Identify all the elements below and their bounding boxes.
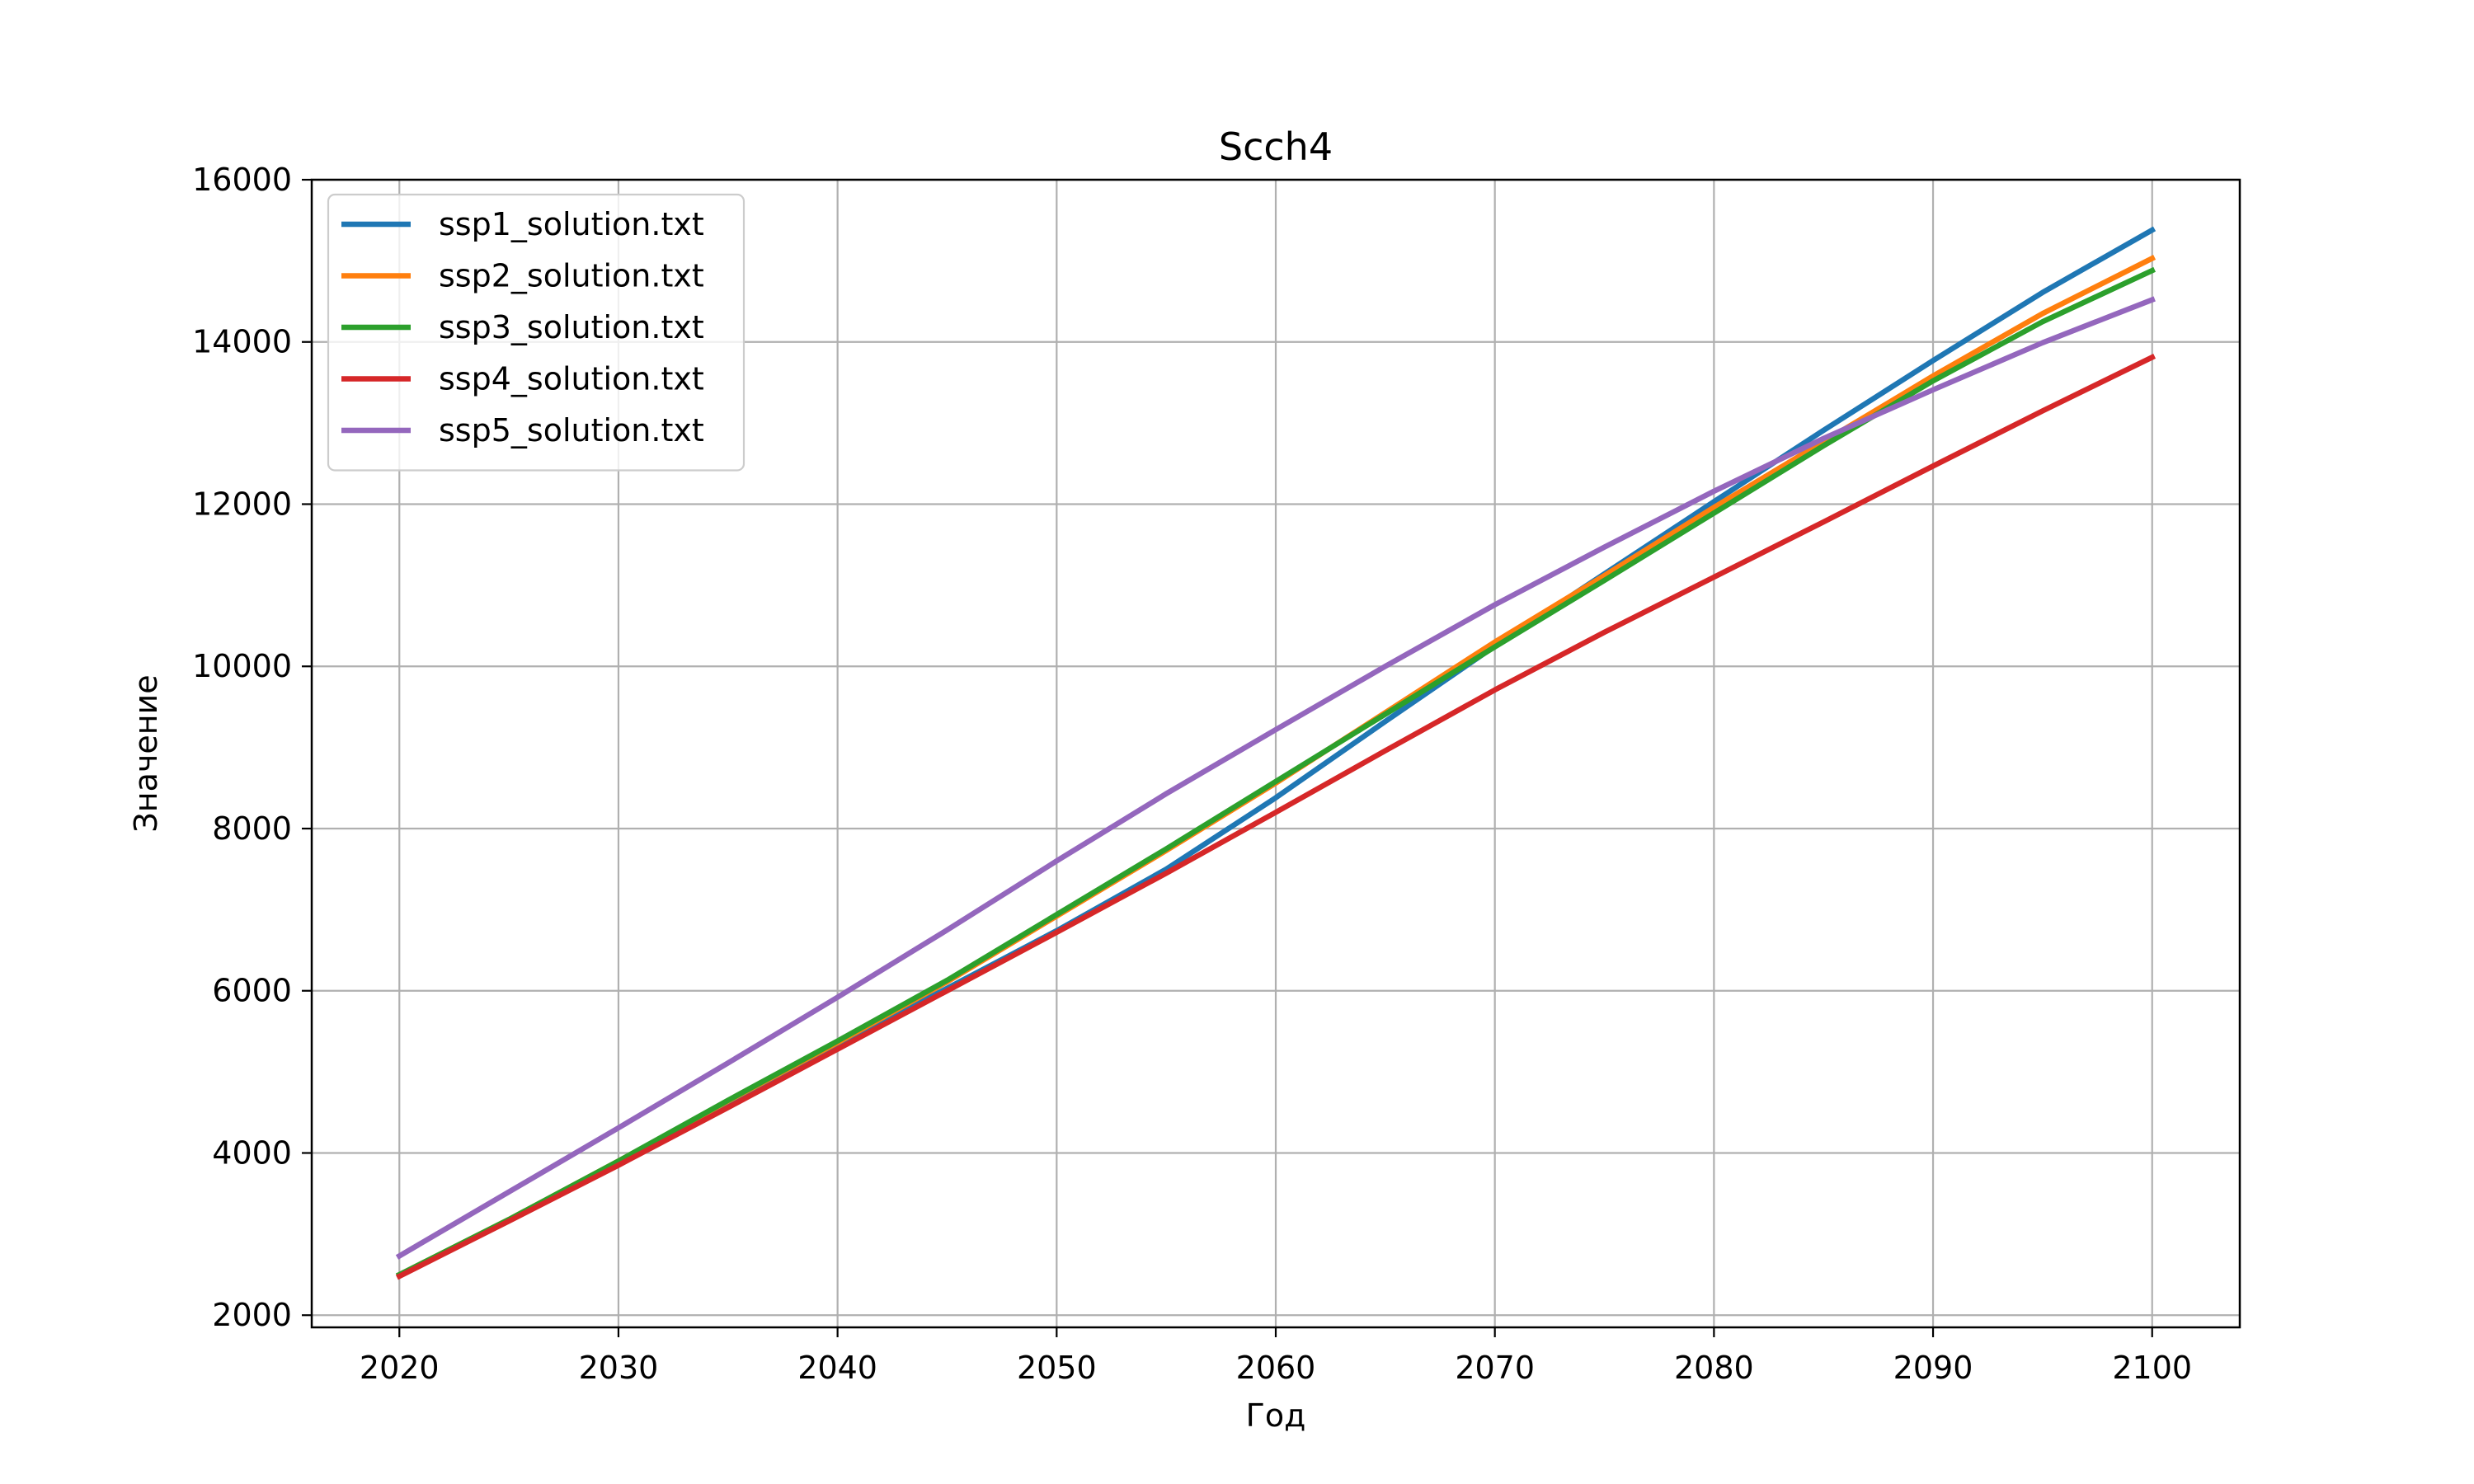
x-tick-label: 2080 (1674, 1350, 1754, 1386)
legend-label: ssp4_solution.txt (439, 361, 704, 397)
x-tick-label: 2040 (797, 1350, 877, 1386)
series-lines (395, 226, 2157, 1280)
y-tick-label: 12000 (192, 486, 292, 522)
chart-title: Scch4 (1219, 124, 1333, 169)
y-axis-ticks: 2000 4000 6000 8000 10000 12000 14000 16000 (192, 162, 312, 1333)
x-tick-label: 2050 (1017, 1350, 1097, 1386)
legend-box (327, 193, 745, 472)
legend: ssp1_solution.txt ssp2_solution.txt ssp3_s… (327, 193, 745, 472)
x-axis-label: Год (1246, 1397, 1306, 1434)
x-tick-label: 2090 (1893, 1350, 1973, 1386)
y-tick-label: 10000 (192, 648, 292, 684)
legend-label: ssp1_solution.txt (439, 206, 704, 242)
x-tick-label: 2100 (2112, 1350, 2192, 1386)
x-axis-ticks: 2020 2030 2040 2050 2060 2070 2080 2090 2100 (360, 1327, 2192, 1386)
x-tick-label: 2030 (579, 1350, 659, 1386)
legend-label: ssp3_solution.txt (439, 309, 704, 345)
y-tick-label: 16000 (192, 162, 292, 198)
series-line-5 (395, 296, 2156, 1260)
y-tick-label: 8000 (212, 810, 292, 847)
series-line-4 (395, 354, 2157, 1280)
legend-label: ssp2_solution.txt (439, 258, 704, 294)
x-tick-label: 2020 (360, 1350, 440, 1386)
y-tick-label: 4000 (212, 1134, 292, 1171)
legend-label: ssp5_solution.txt (439, 412, 704, 448)
y-tick-label: 14000 (192, 324, 292, 360)
y-tick-label: 2000 (212, 1297, 292, 1333)
x-tick-label: 2070 (1455, 1350, 1535, 1386)
x-tick-label: 2060 (1236, 1350, 1316, 1386)
y-axis-label: Значение (128, 674, 164, 832)
y-tick-label: 6000 (212, 973, 292, 1009)
